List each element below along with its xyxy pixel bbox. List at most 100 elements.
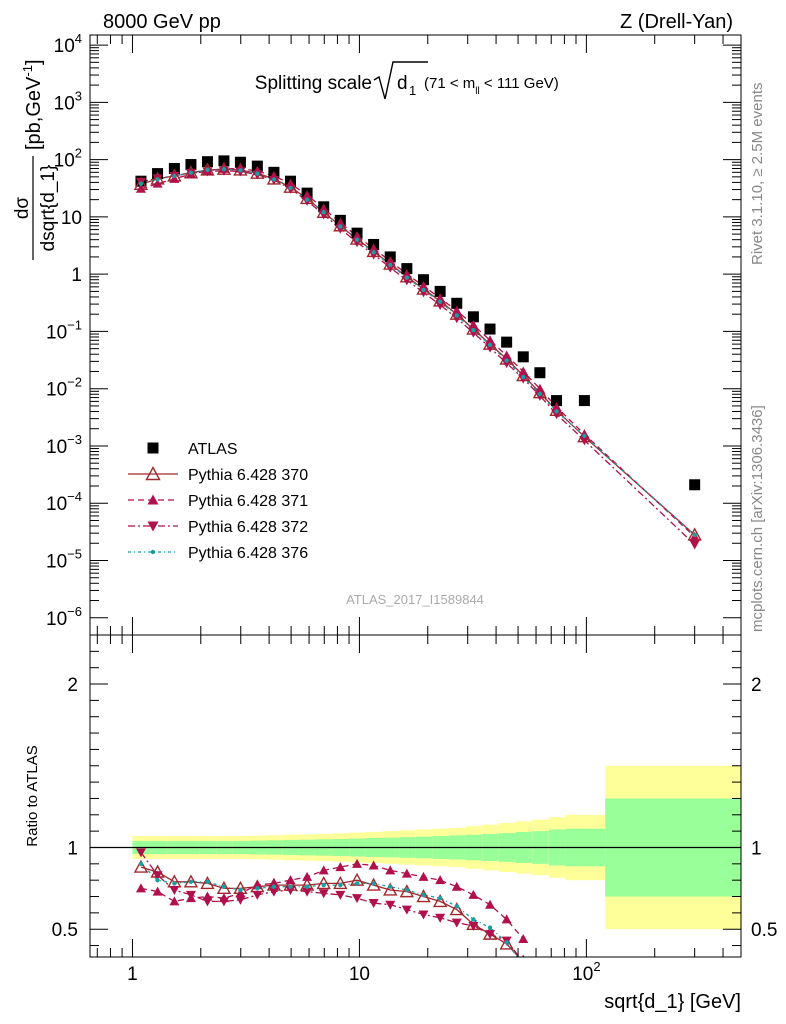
ratio-point-s0 [366,877,381,891]
top-point-s0 [401,263,413,275]
ratio-point-s2 [202,897,213,907]
top-point-s2 [352,231,363,241]
ratio-point-s3 [404,887,410,893]
top-point-s3 [401,276,412,286]
ratio-point-s2 [135,848,146,858]
top-point-s3 [368,250,379,260]
ratio-point-s1 [318,865,329,875]
ratio-y-tick-label: 2 [67,675,78,696]
ratio-point-s3 [388,884,393,889]
ylabel-unit: [pb,GeV-1] [20,59,45,150]
ratio-point-s1 [485,899,496,909]
header-left: 8000 GeV pp [103,11,221,33]
ratio-point-s3 [172,881,177,886]
ratio-point-s2 [285,885,296,895]
top-point-s2 [335,217,346,227]
ratio-point-s2 [418,910,429,920]
x-tick-label: 10 [349,964,370,985]
top-point-s4 [404,275,410,280]
ratio-point-s3 [471,917,476,922]
ratio-point-s3 [321,882,326,888]
ratio-point-s1 [285,875,296,885]
ratio-point-s3 [454,904,459,909]
ratio-point-s3 [188,879,194,885]
ratio-point-s0 [333,875,348,890]
ratio-plot-frame [89,634,742,958]
title-main: Splitting scale [255,73,372,94]
ratio-point-s0 [432,893,448,908]
ratio-point-s2 [185,890,196,900]
ratio-point-s1 [418,871,429,881]
sqrt-symbol [373,61,428,100]
y-tick-label: 103 [54,88,82,114]
y-tick-label: 104 [54,31,82,57]
ratio-point-s2 [435,913,446,923]
ylabel-denominator: dsqrt{d_1} [38,165,59,252]
top-point-s4 [437,299,443,304]
top-point-s0 [201,156,213,168]
ratio-y-tick-label-right: 1 [751,838,762,859]
top-series-line-4 [140,168,696,536]
top-point-s4 [255,171,260,176]
x-tick-label: 1 [127,964,138,985]
top-point-s0 [501,336,513,348]
ratio-point-s2 [152,871,163,881]
top-point-s0 [418,274,430,286]
ratio-point-s1 [135,883,146,893]
ratio-point-s2 [235,895,246,905]
top-point-s3 [468,328,479,338]
top-point-s4 [172,173,177,179]
axes: 1 10 102 10−6 10−5 10−4 10−3 10−2 10−1 1 10 102 103 1… [46,31,777,985]
top-point-s2 [551,401,562,411]
ratio-point-s3 [288,884,293,889]
top-point-s0 [467,311,479,323]
top-point-s4 [288,185,293,191]
ratio-point-s2 [268,887,279,897]
top-point-s4 [321,210,326,215]
top-point-s3 [435,300,446,310]
ylabel-numerator: dσ [12,197,33,220]
top-point-s3 [318,210,329,220]
ratio-point-s1 [252,880,263,890]
ratio-point-s3 [138,861,144,867]
top-point-s0 [185,159,197,171]
plot-title: Splitting scale d 1 (71 < mll < 111 GeV) [255,61,559,100]
top-point-s2 [385,255,396,265]
legend-marker-0 [147,442,159,454]
ratio-point-s2 [451,918,462,928]
ratio-point-s0 [316,875,331,890]
y-tick-label: 10−1 [46,317,82,343]
top-point-s4 [155,177,160,182]
ratio-point-s2 [401,905,412,915]
y-tick-label: 10−4 [46,489,82,515]
top-point-s0 [534,367,546,379]
ratio-point-s3 [221,884,227,889]
legend-label-2: Pythia 6.428 371 [188,493,308,510]
ratio-point-s3 [487,925,493,930]
ratio-series-line-0 [140,866,520,957]
top-point-s4 [521,374,526,380]
ratio-point-s1 [268,878,279,888]
ratio-point-s1 [352,858,363,868]
top-point-s4 [582,433,587,439]
ratio-point-s3 [304,884,310,889]
ratio-point-s0 [416,889,431,903]
top-point-s3 [352,238,363,248]
ratio-point-s2 [318,889,329,899]
top-point-s4 [271,177,277,182]
ratio-point-s0 [521,954,525,957]
ratio-series-markers [133,848,529,957]
top-point-s4 [487,342,493,348]
top-point-s2 [418,281,429,291]
uncertainty-bands [90,765,741,930]
ratio-point-s1 [235,888,246,898]
ratio-point-s1 [302,871,313,881]
top-point-s2 [435,293,446,303]
y-axis-label-top: dσ dsqrt{d_1} [pb,GeV-1] [12,59,59,260]
ratio-point-s3 [421,892,426,898]
top-point-s2 [401,269,412,279]
ratio-point-s1 [518,934,529,944]
x-axis-label: sqrt{d_1} [GeV] [604,991,741,1013]
ratio-point-s1 [152,886,163,896]
top-point-s0 [551,395,563,407]
